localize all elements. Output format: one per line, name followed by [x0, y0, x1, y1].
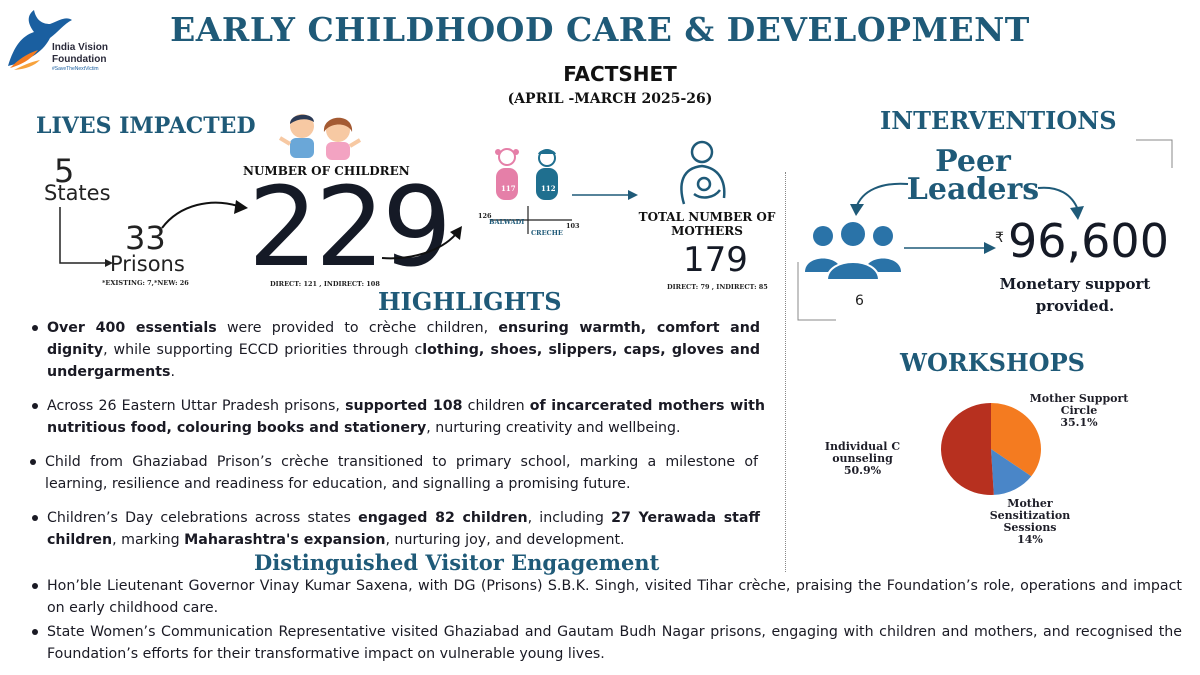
interventions-frame	[797, 139, 1173, 321]
mothers-label: TOTAL NUMBER OF MOTHERS	[638, 210, 776, 238]
pie-category-individual-counseling: Individual C ounseling	[824, 440, 901, 466]
boy-icon	[536, 149, 558, 200]
prisons-breakdown: *EXISTING: 7,*NEW: 26	[102, 279, 189, 287]
highlight-bold-text: supported 108	[345, 398, 463, 414]
pie-slice-individual-counseling	[941, 403, 994, 495]
children-breakdown: DIRECT: 121 , INDIRECT: 108	[270, 280, 380, 288]
mothers-count: 179	[683, 240, 748, 280]
curved-arrow-icon	[161, 200, 248, 229]
visitor-item: Hon’ble Lieutenant Governor Vinay Kumar …	[30, 575, 1182, 619]
highlight-text: Across	[47, 398, 99, 414]
rupee-icon: ₹	[995, 230, 1004, 246]
lives-impacted-heading: LIVES IMPACTED	[36, 113, 256, 139]
states-count: 5	[54, 152, 75, 190]
girl-icon	[495, 148, 519, 200]
org-tagline: #SaveTheNextVictim	[52, 66, 99, 72]
workshops-pie-chart	[941, 403, 1041, 495]
highlight-list: Children’s Day celebrations across state…	[30, 507, 760, 551]
visitor-list: State Women’s Communication Representati…	[30, 621, 1182, 665]
visitor-item: State Women’s Communication Representati…	[30, 621, 1182, 665]
monetary-support-value: 96,600	[1008, 214, 1169, 268]
mother-child-icon	[680, 140, 726, 205]
mothers-breakdown: DIRECT: 79 , INDIRECT: 85	[667, 283, 768, 291]
visitor-list: Hon’ble Lieutenant Governor Vinay Kumar …	[30, 575, 1182, 619]
pie-slice-mother-support-circle	[991, 403, 1041, 477]
kids-illustration-icon	[278, 114, 362, 160]
highlight-text: , including	[527, 510, 612, 526]
interventions-heading: INTERVENTIONS	[880, 106, 1117, 135]
highlight-text: ,	[335, 398, 346, 414]
highlight-text: , nurturing creativity and wellbeing.	[426, 420, 681, 436]
pie-value-mother-sensitization: 14%	[1017, 533, 1043, 547]
highlight-text: .	[170, 364, 175, 380]
creche-label: CRECHE	[531, 229, 563, 237]
org-name-line2: Foundation	[52, 54, 107, 65]
highlight-bold-text: ensuring warmth, comfort and dignity	[47, 320, 761, 358]
pie-label-individual-counseling: Individual C ounseling 50.9%	[795, 440, 930, 478]
highlight-text: were provided to crèche children,	[216, 320, 499, 336]
states-label: States	[44, 181, 111, 205]
boys-count: 112	[541, 184, 556, 193]
girls-count: 117	[501, 184, 516, 193]
highlight-text: Children’s Day celebrations across state…	[47, 510, 359, 526]
highlight-bold-text: lothing, shoes, slippers, caps, gloves a…	[47, 342, 760, 380]
prisons-label: Prisons	[110, 252, 185, 276]
highlight-bold-text: engaged 82 children	[358, 510, 528, 526]
highlight-item: Over 400 essentials were provided to crè…	[30, 317, 760, 383]
bird-logo-icon	[8, 10, 72, 70]
pie-value-mother-support-circle: 35.1%	[1060, 416, 1098, 430]
highlight-list: Over 400 essentials were provided to crè…	[30, 317, 760, 383]
children-label: NUMBER OF CHILDREN	[243, 164, 410, 178]
highlight-list: Child from Ghaziabad Prison’s crèche tra…	[28, 451, 758, 495]
right-arrow-icon	[572, 190, 638, 200]
highlights-heading: HIGHLIGHTS	[378, 287, 562, 316]
section-divider	[785, 172, 786, 572]
visitor-engagement-heading: Distinguished Visitor Engagement	[254, 550, 660, 575]
pie-label-mother-sensitization: Mother Sensitization Sessions 14%	[980, 497, 1080, 547]
pie-label-mother-support-circle: Mother Support Circle 35.1%	[1012, 392, 1146, 430]
highlight-bold-text: Maharashtra's expansion	[184, 532, 386, 548]
group-people-icon	[805, 220, 901, 281]
connector-line	[59, 207, 113, 267]
highlight-bold-text: 27 Yerawada staff children	[47, 510, 760, 548]
page-title: EARLY CHILDHOOD CARE & DEVELOPMENT	[170, 10, 1030, 49]
highlight-list: Across 26 Eastern Uttar Pradesh prisons,…	[30, 395, 765, 439]
peer-leaders-label: Peer Leaders	[906, 144, 1040, 207]
org-name-line1: India Vision	[52, 42, 108, 53]
highlight-text: , marking	[112, 532, 185, 548]
highlight-item: Across 26 Eastern Uttar Pradesh prisons,…	[30, 395, 765, 439]
split-diagram	[490, 206, 572, 234]
creche-count: 103	[566, 222, 580, 230]
period-label: (APRIL -MARCH 2025-26)	[507, 91, 713, 107]
pie-category-mother-sensitization: Mother Sensitization Sessions	[989, 497, 1071, 535]
children-count: 229	[248, 163, 452, 291]
highlight-text: , while supporting ECCD priorities throu…	[103, 342, 423, 358]
highlight-item: Children’s Day celebrations across state…	[30, 507, 760, 551]
highlight-bold-text: Over 400 essentials	[47, 320, 217, 336]
pie-slice-mother-sensitization	[991, 449, 1032, 495]
highlight-item: Child from Ghaziabad Prison’s crèche tra…	[28, 451, 758, 495]
org-logo: India Vision Foundation #SaveTheNextVict…	[4, 6, 124, 72]
highlight-text: , nurturing joy, and development.	[385, 532, 625, 548]
prisons-count: 33	[125, 219, 166, 257]
curved-arrow-icon	[381, 226, 462, 260]
monetary-support-label: Monetary support provided.	[999, 275, 1151, 315]
pie-category-mother-support-circle: Mother Support Circle	[1029, 392, 1129, 418]
highlight-text: children	[462, 398, 530, 414]
balwadi-label: BALWADI	[489, 218, 525, 226]
peer-leaders-count: 6	[855, 293, 864, 309]
balwadi-count: 126	[478, 212, 492, 220]
factsheet-subtitle: FACTSHET	[563, 62, 677, 86]
highlight-bold-text: of incarcerated mothers with nutritious …	[47, 398, 765, 436]
highlight-text: 26 Eastern Uttar Pradesh prisons	[98, 398, 336, 414]
pie-value-individual-counseling: 50.9%	[843, 464, 882, 478]
workshops-heading: WORKSHOPS	[900, 348, 1085, 377]
